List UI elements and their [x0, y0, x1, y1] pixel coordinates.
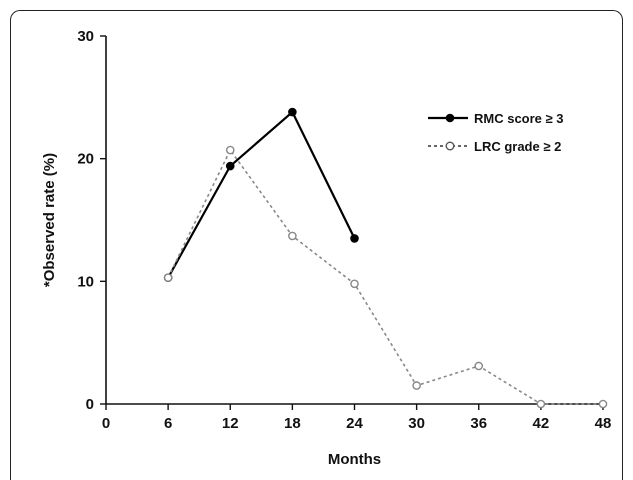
series-0-point-3: [350, 234, 359, 243]
y-tick-label-2: 20: [77, 151, 94, 168]
x-tick-label-2: 12: [222, 415, 239, 432]
chart-frame: [10, 10, 623, 480]
x-tick-label-8: 48: [595, 415, 612, 432]
y-tick-label-3: 30: [77, 28, 94, 45]
y-axis-label: *Observed rate (%): [41, 153, 58, 287]
y-tick-label-1: 10: [77, 273, 94, 290]
series-1-point-7: [598, 399, 608, 409]
y-tick-label-0: 0: [86, 396, 94, 413]
legend-marker-0: [445, 113, 455, 123]
series-1-point-5: [474, 361, 484, 371]
x-tick-label-5: 30: [408, 415, 425, 432]
legend-marker-1: [445, 141, 455, 151]
series-1-point-0: [163, 273, 173, 282]
series-0-point-2: [288, 107, 297, 117]
x-tick-label-1: 6: [164, 415, 172, 432]
series-1-line: [167, 148, 603, 405]
legend-label-1: LRC grade ≥ 2: [474, 139, 561, 154]
series-0-line: [167, 110, 356, 279]
x-tick-label-3: 18: [284, 415, 301, 432]
legend: RMC score ≥ 3 LRC grade ≥ 2: [428, 111, 564, 154]
series-1-point-6: [536, 399, 546, 409]
ticks: 0 6 12 18 24 30 36 42 48 0 10 20 30: [77, 28, 611, 432]
series-1-point-1: [225, 145, 235, 155]
series-1: [163, 145, 608, 409]
x-tick-label-7: 42: [533, 415, 550, 432]
x-tick-label-6: 36: [470, 415, 487, 432]
x-tick-label-0: 0: [102, 415, 110, 432]
series-1-point-2: [288, 231, 297, 241]
series-0-point-1: [225, 161, 235, 171]
legend-label-0: RMC score ≥ 3: [474, 111, 564, 126]
series-1-point-4: [412, 381, 421, 390]
series-0: [163, 107, 359, 282]
series-1-point-3: [350, 279, 359, 289]
x-axis-label: Months: [328, 451, 381, 468]
series-layer: [163, 107, 608, 409]
axes: [105, 36, 603, 405]
x-tick-label-4: 24: [346, 415, 363, 432]
line-chart: 0 6 12 18 24 30 36 42 48 0 10 20 30 RMC score ≥ 3 LRC…: [41, 28, 611, 468]
